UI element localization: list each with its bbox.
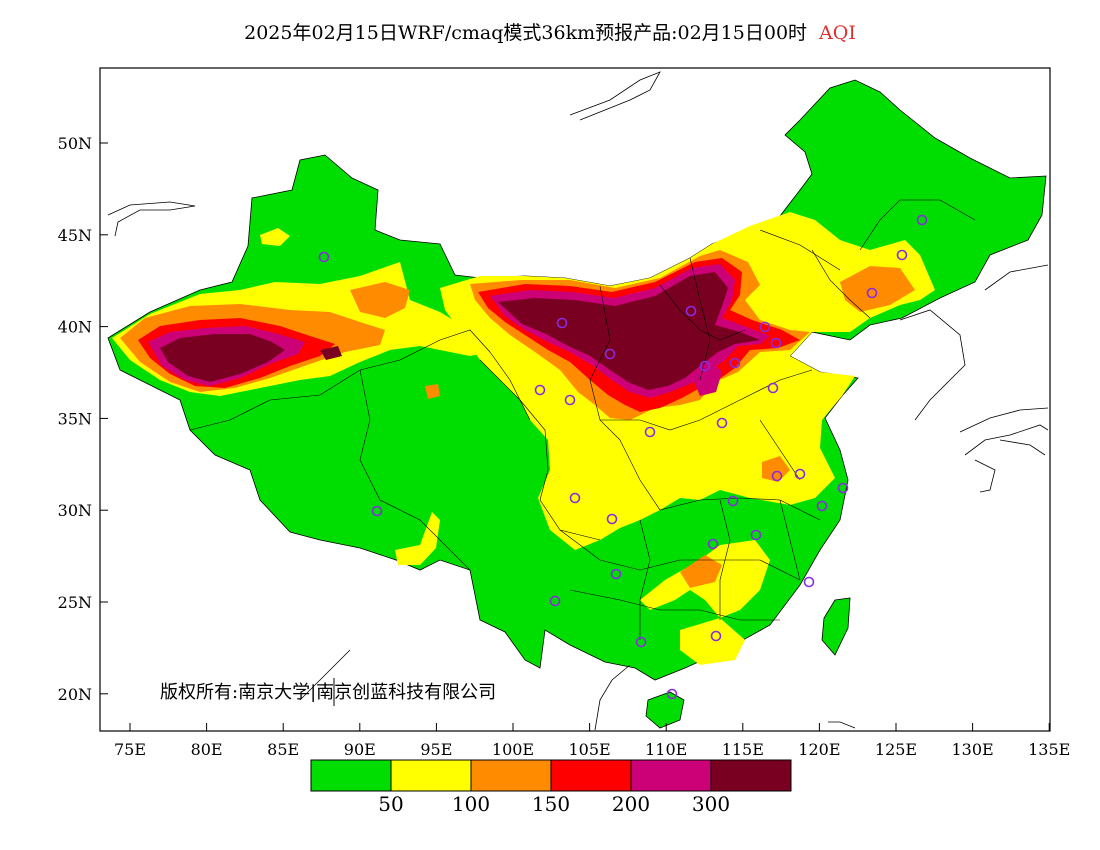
y-tick-label: 45N xyxy=(58,226,92,245)
y-tick-label: 20N xyxy=(58,685,92,704)
legend-swatch xyxy=(470,759,552,792)
aqi-zone-150 xyxy=(425,384,440,399)
city-marker xyxy=(794,468,806,480)
province-boundaries xyxy=(189,199,976,640)
legend-label: 100 xyxy=(451,792,491,816)
city-marker xyxy=(707,538,719,550)
x-tick-label: 115E xyxy=(722,740,764,759)
legend-label: 200 xyxy=(611,792,651,816)
city-marker xyxy=(534,384,546,396)
city-marker xyxy=(729,357,741,369)
x-tick-label: 80E xyxy=(191,740,223,759)
y-tick-label: 35N xyxy=(58,409,92,428)
variable-label: AQI xyxy=(819,22,856,44)
city-marker xyxy=(569,492,581,504)
city-marker xyxy=(318,251,330,263)
aqi-zone-100 xyxy=(260,228,290,246)
x-axis: 75E 80E 85E 90E 95E 100E 105E 110E 115E 120E 125E 1… xyxy=(114,723,1070,759)
city-marker xyxy=(750,529,762,541)
city-marker xyxy=(770,337,782,349)
city-marker xyxy=(549,595,561,607)
hainan-island xyxy=(645,691,685,729)
city-marker xyxy=(716,417,728,429)
city-marker xyxy=(604,348,616,360)
y-tick-label: 40N xyxy=(58,318,92,337)
legend-swatch xyxy=(710,759,792,792)
x-tick-label: 130E xyxy=(951,740,993,759)
plot-frame xyxy=(99,67,1051,732)
city-marker xyxy=(556,317,568,329)
city-marker xyxy=(759,321,771,333)
aqi-zone-max xyxy=(160,334,285,382)
map-layers xyxy=(107,71,1049,731)
aqi-zone-300 xyxy=(690,360,722,396)
city-marker xyxy=(727,495,739,507)
x-tick-label: 120E xyxy=(798,740,840,759)
city-marker xyxy=(610,568,622,580)
x-tick-label: 105E xyxy=(568,740,610,759)
city-marker xyxy=(606,513,618,525)
aqi-zone-150 xyxy=(762,456,790,482)
y-axis: 50N 45N 40N 35N 30N 25N 20N xyxy=(58,134,108,704)
city-marker xyxy=(837,482,849,494)
aqi-zone-100 xyxy=(395,512,440,565)
city-marker xyxy=(771,470,783,482)
city-marker xyxy=(564,394,576,406)
city-marker xyxy=(916,214,928,226)
legend-label: 300 xyxy=(691,792,731,816)
city-marker xyxy=(644,426,656,438)
legend-label: 150 xyxy=(531,792,571,816)
x-tick-label: 125E xyxy=(875,740,917,759)
city-marker xyxy=(767,382,779,394)
aqi-zone-max xyxy=(320,346,342,360)
y-tick-label: 30N xyxy=(58,501,92,520)
x-tick-label: 95E xyxy=(420,740,452,759)
city-marker xyxy=(896,249,908,261)
aqi-zone-100 xyxy=(680,618,745,665)
legend-swatch xyxy=(630,759,712,792)
city-marker xyxy=(699,360,711,372)
legend-swatch xyxy=(310,759,392,792)
city-marker xyxy=(666,688,678,700)
x-tick-label: 75E xyxy=(114,740,146,759)
city-marker xyxy=(635,636,647,648)
city-marker xyxy=(816,500,828,512)
city-marker xyxy=(685,305,697,317)
legend-swatch xyxy=(390,759,472,792)
aqi-zone-150 xyxy=(350,282,410,318)
y-tick-label: 25N xyxy=(58,593,92,612)
x-tick-label: 110E xyxy=(645,740,687,759)
x-tick-label: 135E xyxy=(1028,740,1070,759)
x-tick-label: 90E xyxy=(344,740,376,759)
aqi-zone-150 xyxy=(840,266,915,312)
legend-swatch xyxy=(550,759,632,792)
aqi-zone-max xyxy=(498,272,760,390)
legend-label: 50 xyxy=(378,792,404,816)
title-text: 2025年02月15日WRF/cmaq模式36km预报产品:02月15日00时 xyxy=(244,22,808,44)
city-marker xyxy=(710,630,722,642)
color-legend xyxy=(310,759,792,792)
x-tick-label: 85E xyxy=(267,740,299,759)
neighbor-outlines xyxy=(107,71,1049,731)
city-markers xyxy=(318,214,928,700)
copyright-text: 版权所有:南京大学|南京创蓝科技有限公司 xyxy=(160,682,497,703)
aqi-zone-150 xyxy=(680,555,722,588)
map-title: 2025年02月15日WRF/cmaq模式36km预报产品:02月15日00时 A… xyxy=(0,18,1100,45)
y-tick-label: 50N xyxy=(58,134,92,153)
taiwan-island xyxy=(821,597,851,656)
x-tick-label: 100E xyxy=(492,740,534,759)
city-marker xyxy=(866,287,878,299)
city-marker xyxy=(371,505,383,517)
city-marker xyxy=(803,576,815,588)
